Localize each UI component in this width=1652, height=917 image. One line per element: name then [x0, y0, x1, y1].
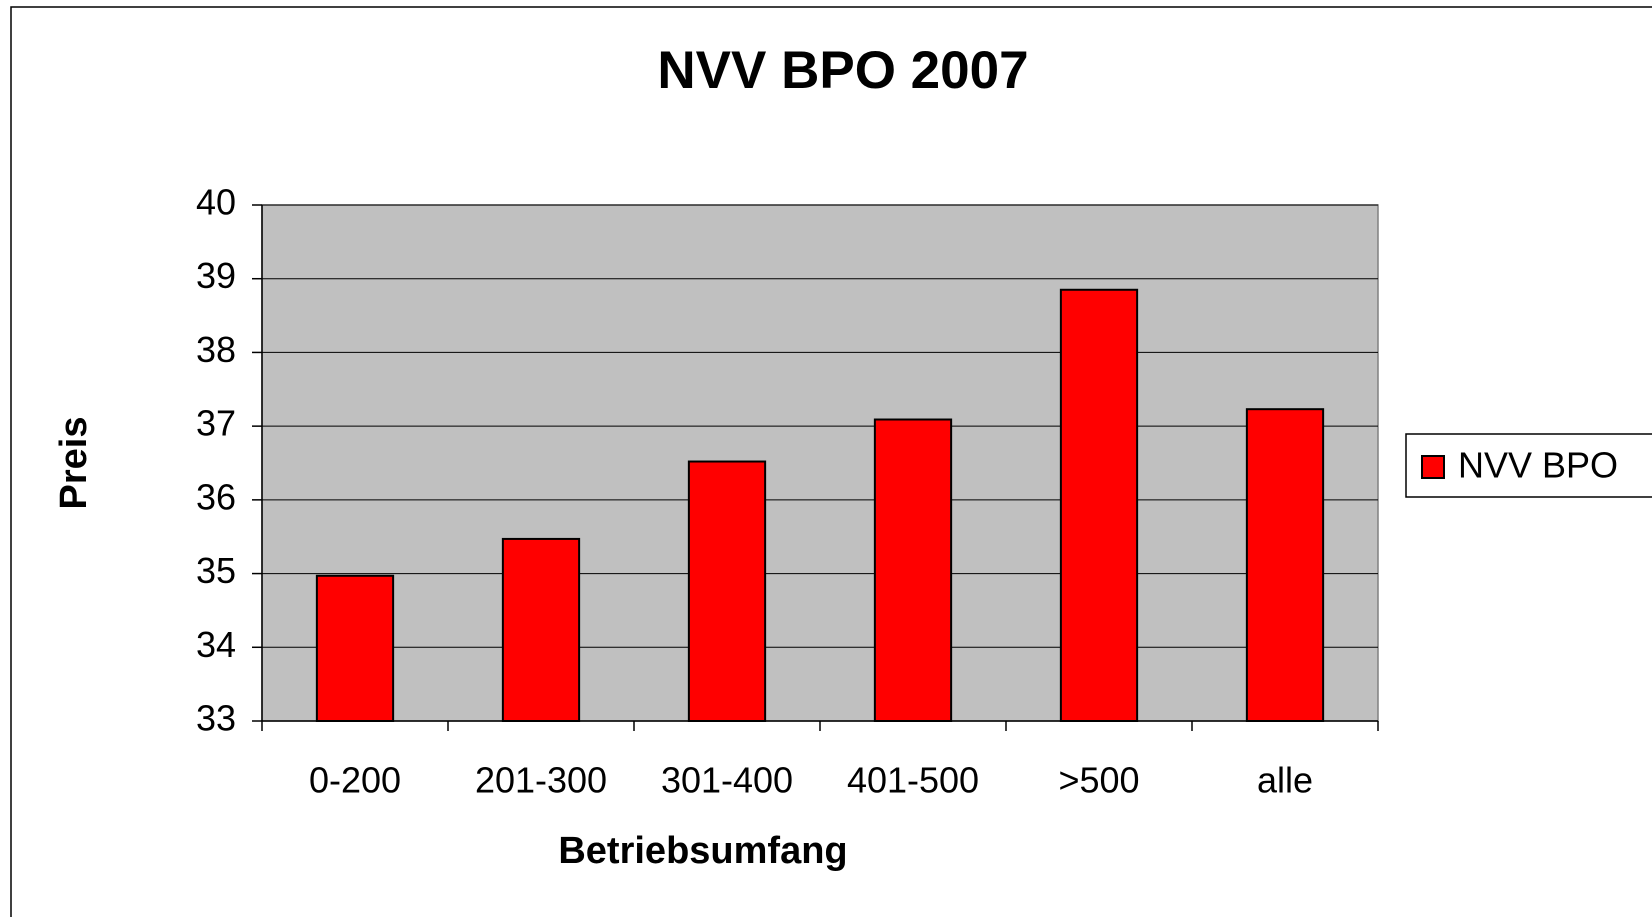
- bar: [873, 418, 953, 722]
- x-tick-label: 0-200: [309, 760, 401, 801]
- chart-title: NVV BPO 2007: [657, 41, 1028, 100]
- y-tick-label: 33: [196, 698, 236, 739]
- y-tick-label: 36: [196, 476, 236, 517]
- y-tick-label: 38: [196, 329, 236, 370]
- bar: [315, 574, 395, 722]
- legend-box: [1405, 433, 1652, 498]
- x-tick-label: >500: [1058, 760, 1139, 801]
- x-tick-label: 401-500: [847, 760, 979, 801]
- x-tick-label: 301-400: [661, 760, 793, 801]
- y-tick-label: 39: [196, 255, 236, 296]
- bar: [687, 460, 767, 722]
- x-tick-label: alle: [1257, 760, 1313, 801]
- plot-area: [261, 204, 1379, 722]
- bar: [501, 537, 581, 722]
- bar: [1059, 288, 1139, 722]
- y-tick-label: 34: [196, 624, 236, 665]
- y-tick-label: 35: [196, 550, 236, 591]
- y-axis-label: Preis: [53, 417, 95, 510]
- bar: [1245, 408, 1325, 722]
- legend-swatch: [1421, 455, 1445, 479]
- legend-label: NVV BPO: [1458, 445, 1618, 486]
- y-tick-label: 40: [196, 182, 236, 223]
- x-axis-label: Betriebsumfang: [558, 830, 847, 872]
- x-tick-label: 201-300: [475, 760, 607, 801]
- y-tick-label: 37: [196, 403, 236, 444]
